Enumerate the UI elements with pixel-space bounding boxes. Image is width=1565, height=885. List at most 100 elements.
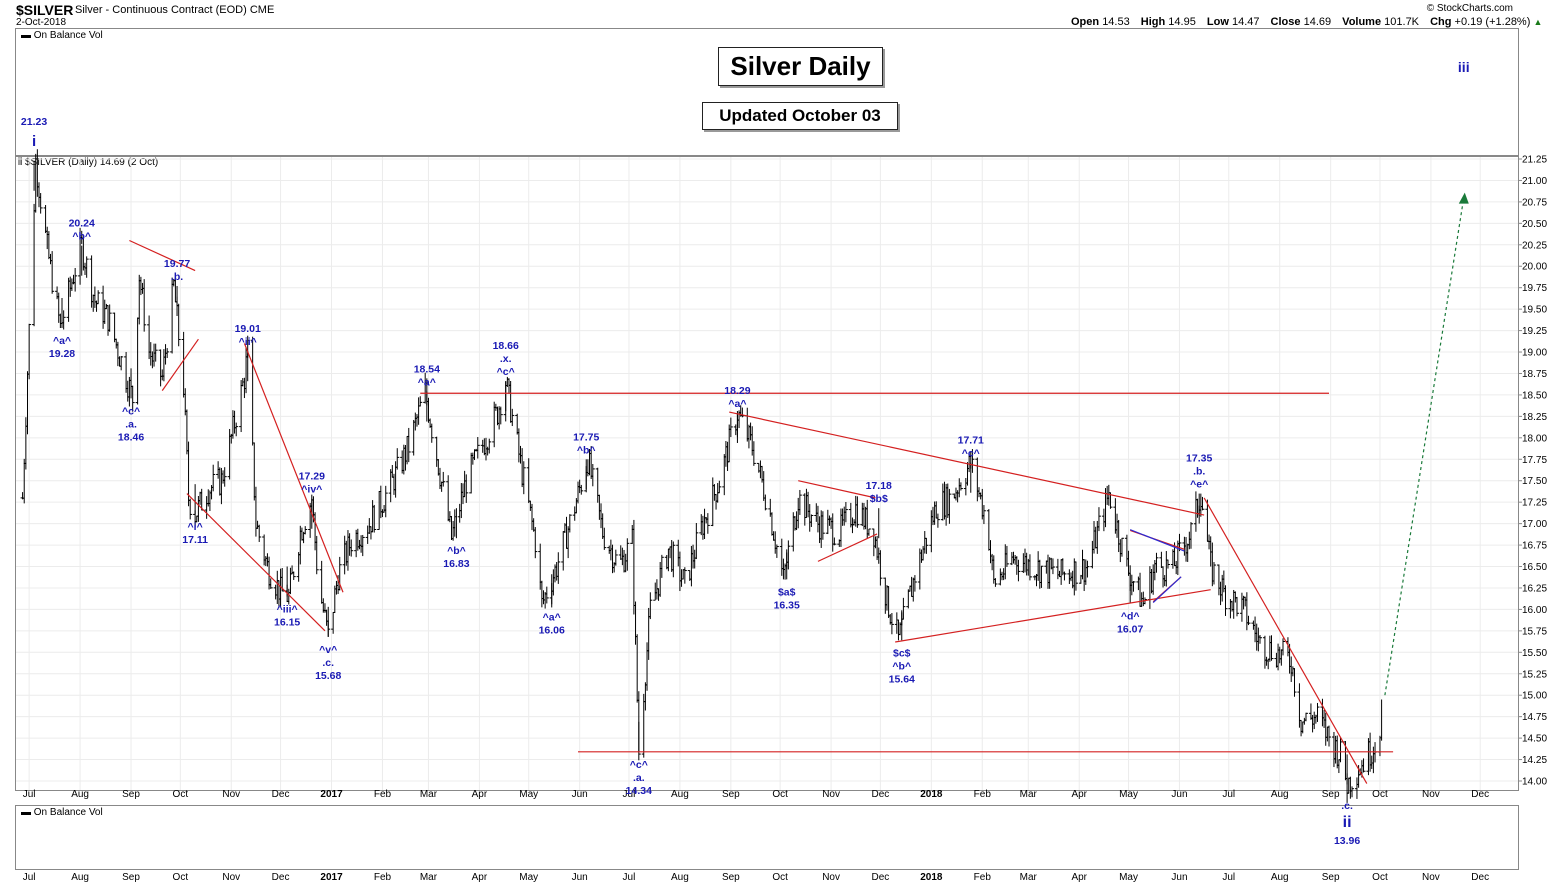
chart-title-box: Silver Daily <box>718 47 883 86</box>
wave-label: 17.75 <box>573 431 599 443</box>
price-panel <box>15 156 1519 791</box>
x-tick-label: Sep <box>722 872 740 883</box>
y-tick-label: 20.25 <box>1522 240 1547 251</box>
x-tick-label: Nov <box>1422 872 1440 883</box>
y-tick-label: 15.50 <box>1522 648 1547 659</box>
description-text: Silver - Continuous Contract (EOD) <box>75 4 247 16</box>
top-obv-panel <box>15 28 1519 156</box>
wave-label: 16.83 <box>443 558 469 570</box>
price-panel-label: ⫴ $SILVER (Daily) 14.69 (2 Oct) <box>18 157 159 168</box>
wave-label: ^a^ <box>418 376 436 388</box>
wave-label: 19.01 <box>235 323 261 335</box>
x-tick-label: May <box>1119 789 1138 800</box>
wave-label: ^c^ <box>497 366 515 378</box>
updated-date-box: Updated October 03 <box>702 102 898 130</box>
wave-label: 19.28 <box>49 348 75 360</box>
trendline <box>129 239 196 272</box>
wave-label: 20.24 <box>69 218 95 230</box>
x-tick-label: Jul <box>623 872 636 883</box>
high-value: 14.95 <box>1168 16 1196 28</box>
x-tick-label: Dec <box>1471 789 1489 800</box>
wave-label: 16.35 <box>774 599 800 611</box>
open-value: 14.53 <box>1102 16 1130 28</box>
trendline <box>1203 497 1368 784</box>
y-tick-label: 16.75 <box>1522 541 1547 552</box>
x-tick-label: Nov <box>822 789 840 800</box>
trendline <box>817 533 878 562</box>
wave-label: ^e^ <box>1190 479 1208 491</box>
volume-label: Volume <box>1342 16 1382 28</box>
wave-label: 16.15 <box>274 617 300 629</box>
x-tick-label: Nov <box>222 872 240 883</box>
wave-label: 18.54 <box>414 363 440 375</box>
y-tick-label: 18.50 <box>1522 390 1547 401</box>
x-tick-label: Aug <box>671 789 689 800</box>
x-tick-label: Feb <box>974 872 992 883</box>
exchange-text: CME <box>249 4 275 16</box>
wave-label: $b$ <box>870 493 888 505</box>
y-tick-label: 14.00 <box>1522 777 1547 788</box>
x-tick-label: Apr <box>1071 872 1087 883</box>
wave-label: ^c^ <box>122 405 140 417</box>
x-tick-label: Oct <box>173 872 189 883</box>
wave-label: ^c^ <box>962 448 980 460</box>
y-tick-label: 20.50 <box>1522 219 1547 230</box>
x-tick-label: Sep <box>1322 872 1340 883</box>
x-tick-label: Jul <box>1222 872 1235 883</box>
y-tick-label: 21.00 <box>1522 176 1547 187</box>
wave-label: .c. <box>1341 800 1353 812</box>
x-tick-label: Jul <box>23 872 36 883</box>
wave-label: $a$ <box>778 586 796 598</box>
x-tick-label: Aug <box>671 872 689 883</box>
wave-label: ^d^ <box>1121 610 1140 622</box>
wave-label: 21.23 <box>21 116 47 128</box>
volume-value: 101.7K <box>1384 16 1420 28</box>
wave-label: 17.18 <box>866 480 892 492</box>
y-tick-label: 15.00 <box>1522 691 1547 702</box>
x-tick-label: Dec <box>272 789 290 800</box>
wave-label: 16.07 <box>1117 623 1143 635</box>
y-tick-label: 19.50 <box>1522 305 1547 316</box>
wave-label: 19.77 <box>164 258 190 270</box>
x-tick-label: Dec <box>1471 872 1489 883</box>
x-tick-label: 2018 <box>920 872 943 883</box>
wave-label: 17.11 <box>182 534 208 546</box>
x-tick-label: Jun <box>1171 789 1187 800</box>
wave-annotations: 21.23i20.24^b^^a^19.2819.77.b.^c^.a.18.4… <box>21 59 1470 847</box>
close-label: Close <box>1270 16 1301 28</box>
wave-label: ^a^ <box>543 611 561 623</box>
chg-value: +0.19 (+1.28%) <box>1454 16 1531 28</box>
x-tick-label: 2018 <box>920 789 943 800</box>
wave-label: ^a^ <box>53 335 71 347</box>
up-triangle-icon: ▲ <box>1533 17 1543 27</box>
trendline <box>729 411 1205 516</box>
symbol: $SILVER <box>16 2 74 18</box>
x-tick-label: Sep <box>122 872 140 883</box>
chart-date: 2-Oct-2018 <box>16 17 67 28</box>
grid <box>16 157 1518 790</box>
bottom-obv-panel <box>15 805 1519 870</box>
x-tick-label: Apr <box>472 789 488 800</box>
y-tick-label: 18.25 <box>1522 412 1547 423</box>
wave-label: 13.96 <box>1334 835 1360 847</box>
wave-label: ^b^ <box>447 545 466 557</box>
y-tick-label: 20.00 <box>1522 262 1547 273</box>
x-tick-label: Oct <box>1372 872 1388 883</box>
wave-label: 18.29 <box>724 385 750 397</box>
x-tick-label: Feb <box>374 789 392 800</box>
wave-label: .b. <box>1193 466 1205 478</box>
wave-label: 17.29 <box>299 471 325 483</box>
x-tick-label: Aug <box>71 872 89 883</box>
x-tick-label: Jul <box>623 789 636 800</box>
x-tick-label: Oct <box>772 872 788 883</box>
x-tick-label: Oct <box>772 789 788 800</box>
y-tick-label: 17.25 <box>1522 498 1547 509</box>
y-tick-label: 16.25 <box>1522 583 1547 594</box>
x-tick-label: Jun <box>1171 872 1187 883</box>
ohlc-readout: Open 14.53 High 14.95 Low 14.47 Close 14… <box>1071 16 1542 28</box>
brand-text[interactable]: © StockCharts.com <box>1426 3 1513 14</box>
x-tick-label: May <box>519 789 538 800</box>
wave-label-major: ii <box>1343 814 1352 831</box>
close-value: 14.69 <box>1303 16 1332 28</box>
